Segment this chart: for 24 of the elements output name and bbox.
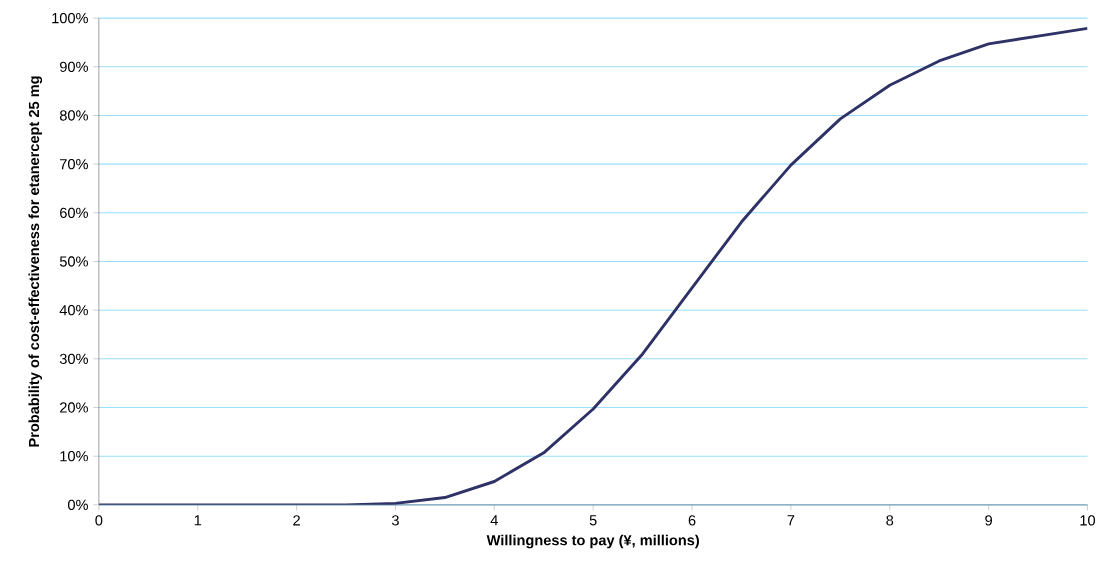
x-tick-label: 0: [95, 515, 103, 526]
y-tick-label: 100%: [52, 12, 88, 24]
x-tick-label: 3: [391, 515, 399, 526]
x-tick-label: 4: [490, 515, 498, 526]
x-tick-label: 7: [787, 515, 795, 526]
x-tick-label: 10: [1080, 515, 1096, 526]
y-axis-title: Probability of cost-effectiveness for etanercept 25 mg: [28, 76, 43, 447]
x-tick-label: 5: [589, 515, 597, 526]
y-tick-label: 80%: [59, 110, 88, 121]
x-tick-label: 9: [985, 515, 992, 526]
x-tick-label: 6: [688, 515, 696, 526]
x-axis-title: Willingness to pay (¥, millions): [486, 534, 699, 549]
y-tick-label: 60%: [60, 207, 88, 218]
y-tick-label: 20%: [60, 402, 88, 413]
y-tick-label: 50%: [59, 256, 88, 267]
y-tick-label: 40%: [59, 304, 88, 316]
y-tick-label: 70%: [60, 158, 88, 170]
y-tick-label: 0%: [67, 499, 88, 510]
x-tick-label: 2: [293, 515, 300, 526]
x-tick-label: 1: [194, 515, 202, 526]
y-tick-label: 90%: [60, 61, 88, 72]
y-tick-label: 10%: [60, 451, 88, 462]
x-tick-label: 8: [886, 515, 894, 526]
y-tick-label: 30%: [59, 353, 88, 364]
